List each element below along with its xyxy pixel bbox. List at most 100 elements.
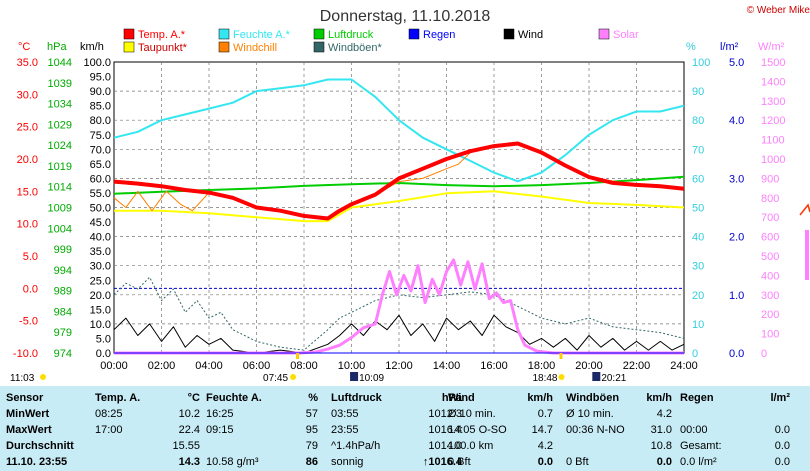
- table-header: km/h: [527, 392, 553, 404]
- weather-chart: Donnerstag, 11.10.2018 © Weber Mike Temp…: [10, 5, 810, 384]
- axis-units: °C hPa km/h% l/m² W/m²: [18, 41, 785, 53]
- hum-tick-label: 80: [692, 115, 704, 127]
- wind-tick-label: 95.0: [90, 72, 111, 84]
- wind-value: 0.0: [537, 456, 553, 468]
- series-line-wind: [113, 314, 685, 354]
- hum-tick-label: 50: [692, 203, 704, 215]
- sunset-time: 18:48: [532, 373, 557, 384]
- series-line-feuchte-a: [113, 78, 685, 183]
- legend-swatch: [408, 28, 420, 40]
- legend: Temp. A.* Feuchte A.* Luftdruck Regen Wind So…: [123, 28, 639, 54]
- chart-title: Donnerstag, 11.10.2018: [320, 8, 491, 25]
- press-value: 1012.3: [428, 408, 462, 420]
- sun-moon-markers: 11:03 07:45 10:09 18:48 20:21: [10, 353, 627, 384]
- wind-tick-label: 55.0: [90, 188, 111, 200]
- unit-wind: km/h: [80, 41, 104, 53]
- time-tick-label: 20:00: [575, 360, 603, 372]
- row-label: MinWert: [6, 408, 50, 420]
- legend-swatch: [598, 28, 610, 40]
- wind-tick-label: 30.0: [90, 261, 111, 273]
- time-tick-label: 16:00: [480, 360, 508, 372]
- copyright-label: © Weber Mike: [747, 5, 810, 16]
- sunrise-time: 07:45: [263, 373, 288, 384]
- hum-tick-label: 0: [692, 348, 698, 360]
- wind-tick-label: 10.0: [90, 319, 111, 331]
- wind-tick-label: 40.0: [90, 232, 111, 244]
- solar-tick-label: 400: [761, 270, 779, 282]
- solar-tick-label: 1100: [761, 135, 785, 147]
- table-header: km/h: [646, 392, 672, 404]
- solar-tick-label: 1200: [761, 115, 785, 127]
- wind-tick-label: 45.0: [90, 217, 111, 229]
- legend-label: Wind: [518, 29, 543, 41]
- table-header: %: [308, 392, 318, 404]
- temp-time: 17:00: [95, 424, 123, 436]
- table-header: Wind: [448, 392, 475, 404]
- row-label: 11.10. 23:55: [6, 456, 68, 468]
- unit-press: hPa: [47, 41, 67, 53]
- wind-value: 0.7: [537, 408, 553, 420]
- wind-tick-label: 60.0: [90, 173, 111, 185]
- gust-value: 10.8: [650, 440, 672, 452]
- rain-value: 0.0: [774, 456, 790, 468]
- rain-tick-label: 1.0: [729, 290, 744, 302]
- wind-tick-label: 20.0: [90, 290, 111, 302]
- legend-label: Taupunkt*: [138, 42, 188, 54]
- solar-tick-label: 0: [761, 348, 767, 360]
- legend-swatch: [313, 41, 325, 53]
- time-tick-label: 18:00: [528, 360, 556, 372]
- solar-tick-label: 1400: [761, 76, 785, 88]
- moon-transit-icon: [592, 372, 601, 381]
- rain-value: 0.0: [774, 424, 790, 436]
- table-header: Sensor: [6, 392, 44, 404]
- rain-note: 00:00: [680, 424, 708, 436]
- solar-tick-label: 100: [761, 329, 779, 341]
- time-tick-label: 00:00: [100, 360, 128, 372]
- series-line-temp-a: [113, 141, 685, 221]
- hum-tick-label: 40: [692, 232, 704, 244]
- solar-tick-label: 700: [761, 212, 779, 224]
- moonset-time: 11:03: [10, 373, 35, 384]
- wind-tick-label: 50.0: [90, 203, 111, 215]
- wind-value: 14.7: [531, 424, 553, 436]
- wind-tick-label: 0.0: [96, 348, 111, 360]
- temp-tick-label: 5.0: [23, 251, 38, 263]
- solar-tick-label: 1300: [761, 96, 785, 108]
- time-tick-label: 06:00: [243, 360, 271, 372]
- solar-partial-right: [799, 203, 810, 216]
- temp-value: 10.2: [178, 408, 200, 420]
- wind-value: 4.2: [537, 440, 553, 452]
- wind-tick-label: 90.0: [90, 86, 111, 98]
- legend-swatch: [218, 28, 230, 40]
- temp-tick-label: 0.0: [23, 283, 38, 295]
- table-header: l/m²: [770, 392, 790, 404]
- rain-tick-label: 2.0: [729, 232, 744, 244]
- table-header: Temp. A.: [95, 392, 141, 404]
- press-tick-label: 1044: [48, 57, 72, 69]
- summary-table: Sensor Temp. A. °C Feuchte A.% Luftdruck hPa W…: [0, 386, 810, 471]
- press-tick-label: 1039: [48, 78, 72, 90]
- press-tick-label: 1009: [48, 203, 72, 215]
- press-tick-label: 989: [54, 286, 72, 298]
- press-note: sonnig: [331, 456, 364, 468]
- hum-tick-label: 20: [692, 290, 704, 302]
- gust-value: 4.2: [656, 408, 672, 420]
- wind-tick-label: 25.0: [90, 275, 111, 287]
- solar-tick-label: 200: [761, 309, 779, 321]
- temp-tick-label: -5.0: [19, 316, 38, 328]
- table-header: Luftdruck: [331, 392, 382, 404]
- table-header: Regen: [680, 392, 714, 404]
- rain-tick-label: 3.0: [729, 173, 744, 185]
- row-label: MaxWert: [6, 424, 52, 436]
- series-line-windb-en: [113, 276, 685, 351]
- solar-tick-label: 1000: [761, 154, 785, 166]
- press-tick-label: 974: [54, 348, 72, 360]
- wind-tick-label: 80.0: [90, 115, 111, 127]
- time-tick-label: 02:00: [148, 360, 176, 372]
- time-tick-label: 08:00: [290, 360, 318, 372]
- press-tick-label: 979: [54, 327, 72, 339]
- wind-note: Ø 10 min.: [448, 408, 496, 420]
- time-tick-label: 04:00: [195, 360, 223, 372]
- temp-time: 08:25: [95, 408, 123, 420]
- table-header: Windböen: [566, 392, 620, 404]
